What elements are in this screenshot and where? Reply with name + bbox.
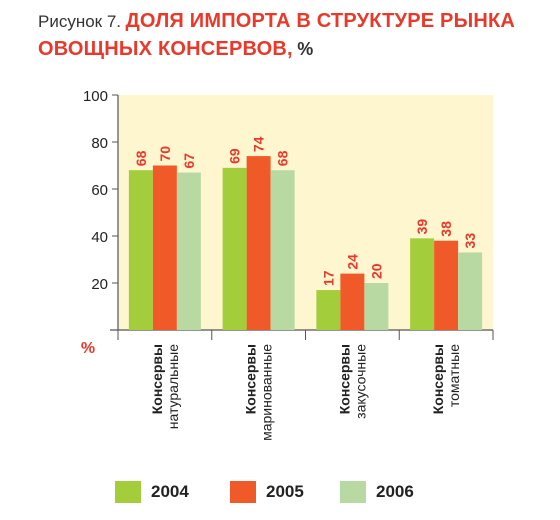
bar-2004 <box>222 167 247 330</box>
bar-2005 <box>340 273 365 330</box>
legend-label: 2006 <box>376 482 414 501</box>
category-label: Консервы <box>336 344 352 414</box>
category-label: натуральные <box>165 344 181 429</box>
y-tick-label: 60 <box>91 182 108 199</box>
bar-value-label: 69 <box>227 148 243 164</box>
bar-value-label: 20 <box>368 263 384 279</box>
title-unit: % <box>297 39 314 59</box>
bar-value-label: 38 <box>438 221 454 237</box>
bar-value-label: 68 <box>275 150 291 166</box>
category-label: Консервы <box>430 344 446 414</box>
bar-value-label: 24 <box>344 254 360 270</box>
legend-swatch <box>230 481 256 503</box>
y-tick-label: 100 <box>83 88 108 105</box>
bar-2005 <box>152 165 177 330</box>
bar-value-label: 33 <box>462 233 478 249</box>
bar-2005 <box>246 156 271 330</box>
bar-value-label: 67 <box>181 153 197 169</box>
bar-2006 <box>270 170 295 330</box>
bar-2004 <box>128 170 153 330</box>
legend-swatch <box>340 481 366 503</box>
y-tick-label: 40 <box>91 229 108 246</box>
bar-value-label: 74 <box>251 136 267 152</box>
chart-legend: 2004 2005 2006 <box>115 478 475 508</box>
legend-swatch <box>115 481 141 503</box>
bar-2005 <box>434 240 459 330</box>
category-label: Консервы <box>149 344 165 414</box>
bar-2004 <box>316 290 341 330</box>
bar-2004 <box>410 238 435 330</box>
bar-2006 <box>176 172 201 330</box>
bar-value-label: 68 <box>133 150 149 166</box>
chart-title: ДОЛЯ ИМПОРТА В СТРУКТУРЕ РЫНКА ОВОЩНЫХ К… <box>38 10 516 60</box>
category-label: закусочные <box>352 344 368 419</box>
bar-value-label: 17 <box>320 270 336 286</box>
category-label: маринованные <box>259 344 275 441</box>
bar-2006 <box>364 283 389 330</box>
y-tick-label: 20 <box>91 276 108 293</box>
legend-label: 2005 <box>266 482 304 501</box>
y-tick-label: 80 <box>91 135 108 152</box>
category-label: томатные <box>446 344 462 407</box>
bar-value-label: 70 <box>157 146 173 162</box>
figure-number: Рисунок 7. <box>38 12 122 31</box>
bar-2006 <box>458 252 483 330</box>
bar-value-label: 39 <box>414 219 430 235</box>
category-label: Консервы <box>243 344 259 414</box>
figure-title: Рисунок 7. ДОЛЯ ИМПОРТА В СТРУКТУРЕ РЫНК… <box>38 8 548 64</box>
legend-label: 2004 <box>151 482 189 501</box>
y-axis-label: % <box>81 340 95 357</box>
